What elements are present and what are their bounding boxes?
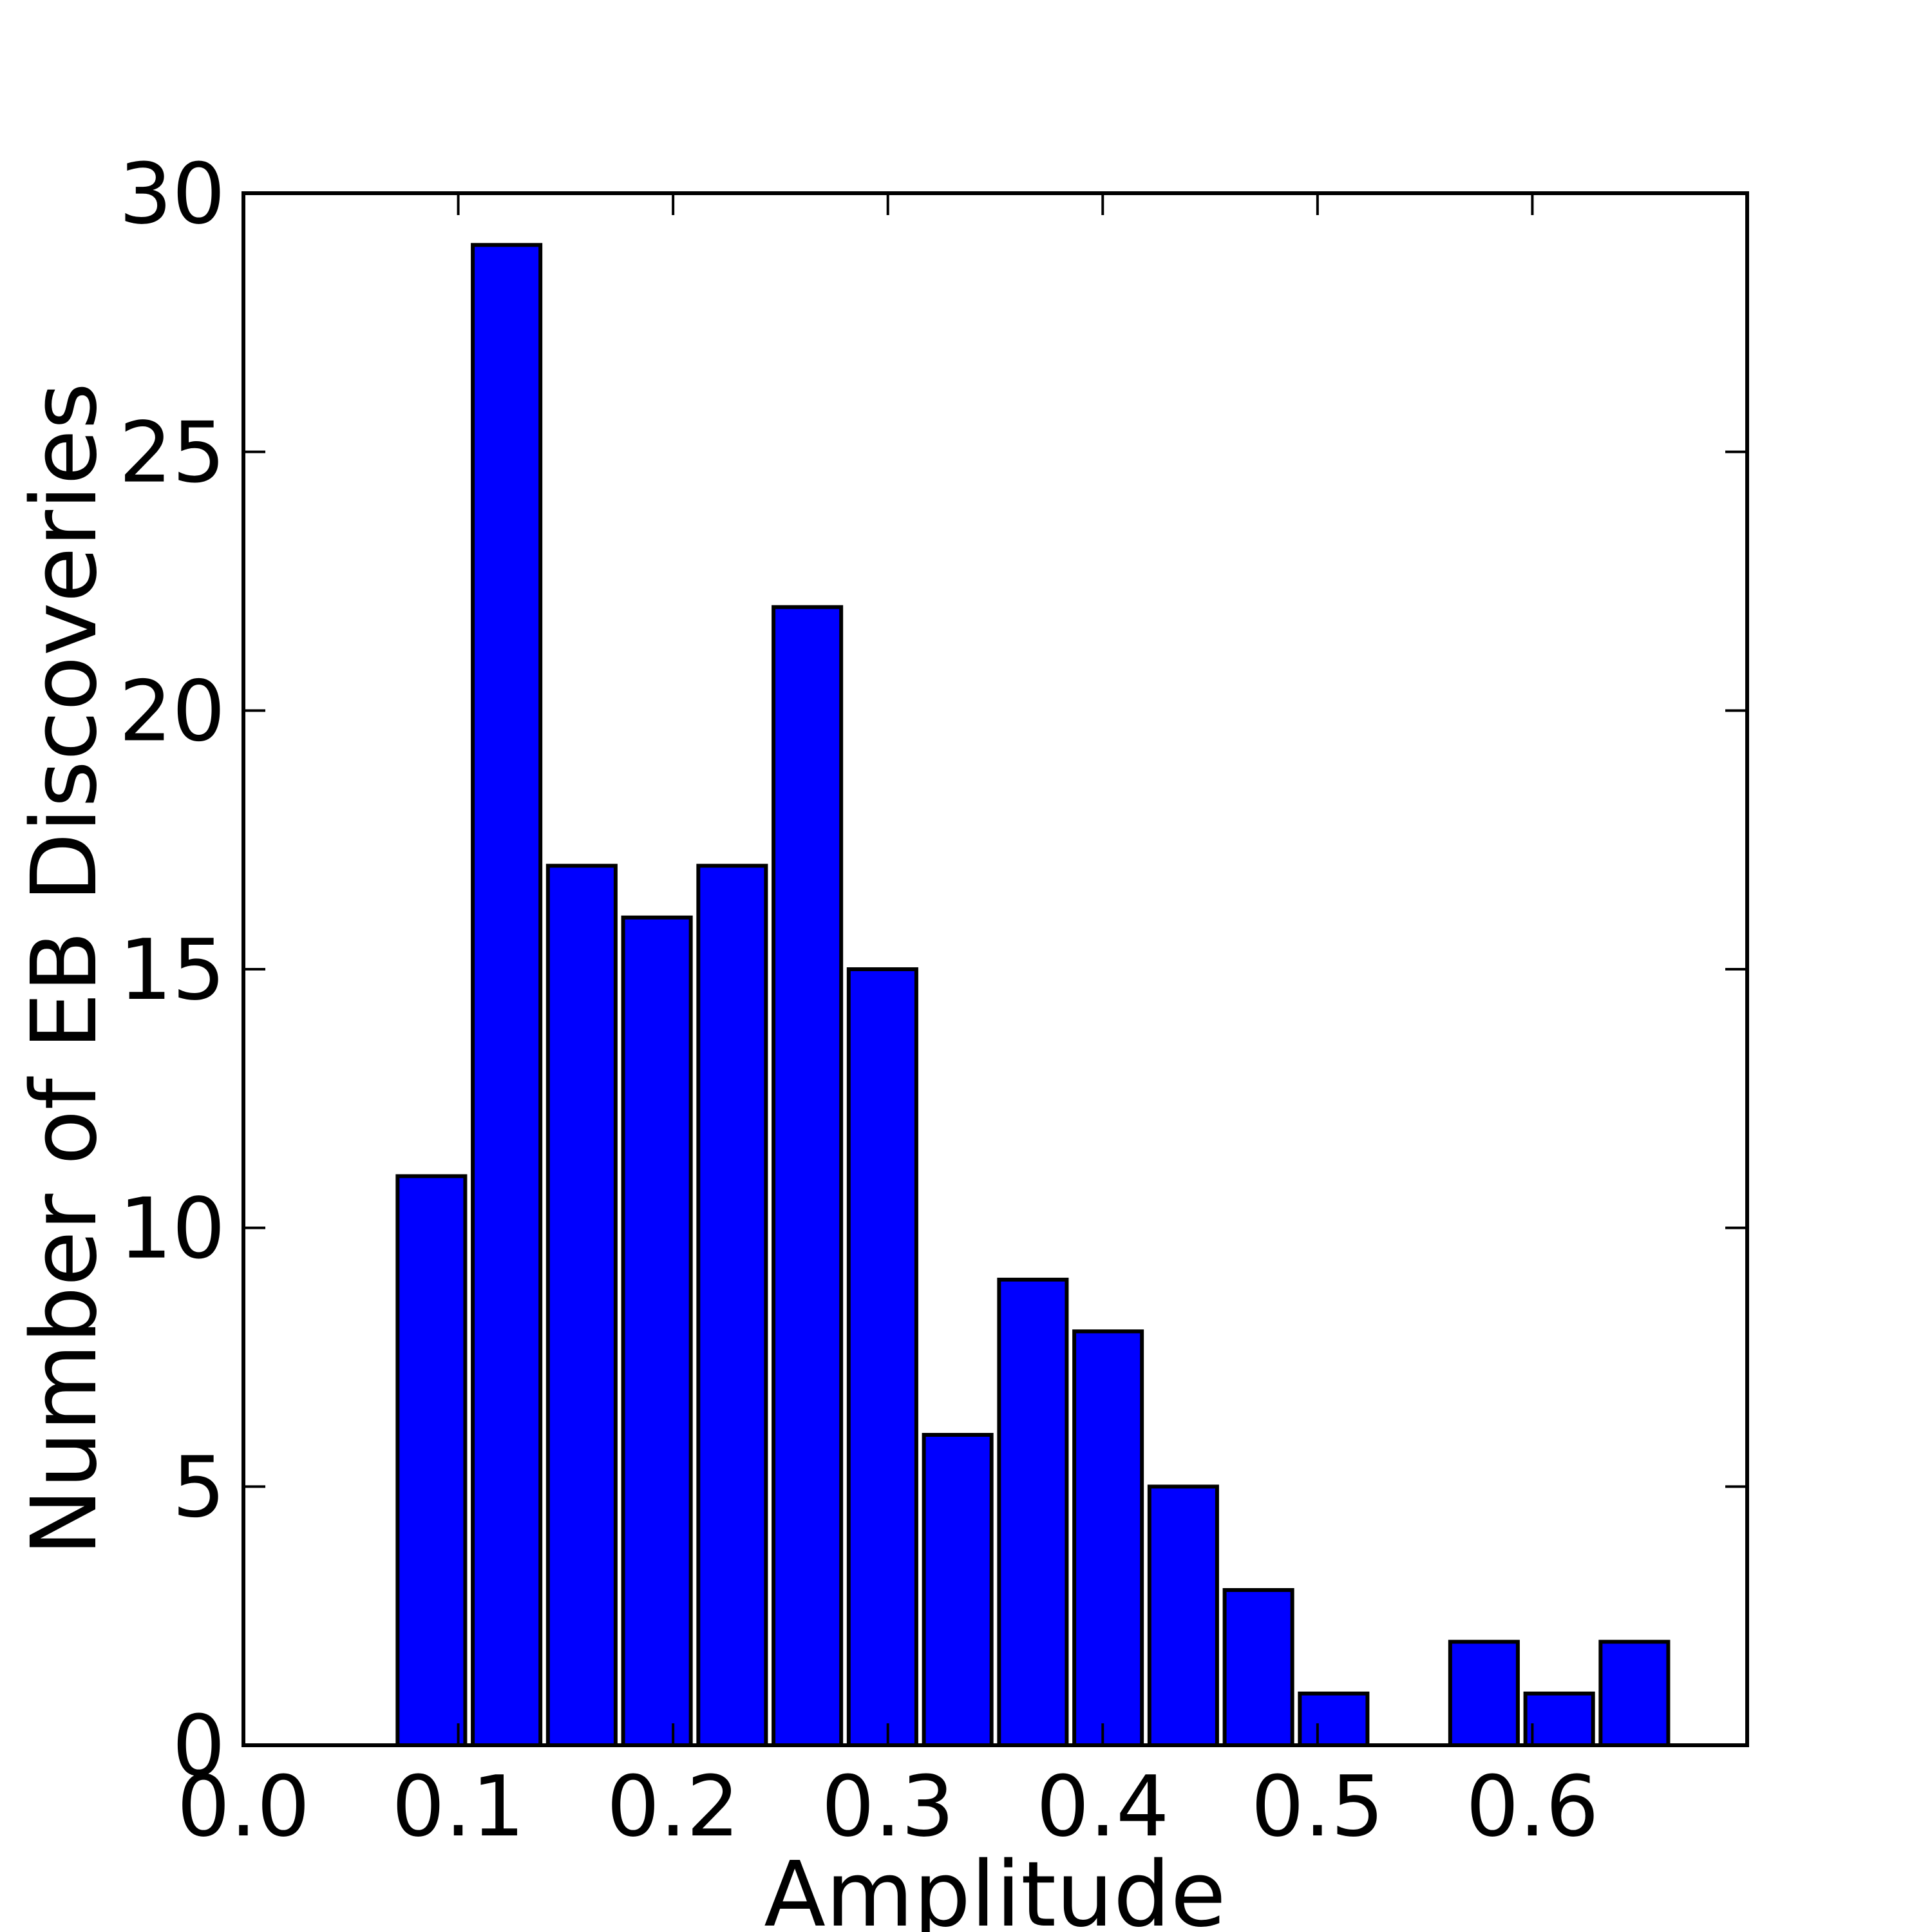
plot-frame — [242, 191, 1749, 1747]
histogram-bar — [1147, 1484, 1219, 1747]
histogram-bar — [621, 915, 693, 1747]
histogram-bar — [696, 864, 768, 1747]
x-tick-label: 0.0 — [177, 1757, 310, 1855]
x-tick-labels: 0.0 0.1 0.2 0.3 0.4 0.5 0.6 — [177, 1757, 1599, 1855]
x-tick-label: 0.4 — [1036, 1757, 1170, 1855]
histogram-bar — [1523, 1691, 1595, 1748]
histogram-bar — [1598, 1640, 1671, 1747]
x-tick-label: 0.5 — [1251, 1757, 1384, 1855]
x-tick-label: 0.1 — [392, 1757, 525, 1855]
x-tick-label: 0.2 — [607, 1757, 740, 1855]
histogram-bar — [1222, 1588, 1294, 1747]
histogram-bar — [471, 243, 543, 1748]
histogram-bar — [1448, 1640, 1520, 1747]
y-axis-label: Number of EB Discoveries — [12, 383, 117, 1556]
y-tick-label: 30 — [119, 145, 225, 243]
y-tick-labels: 0 5 10 15 20 25 30 — [119, 145, 225, 1795]
histogram-bar — [772, 605, 844, 1748]
histogram-bar — [395, 1174, 468, 1748]
histogram-bar — [846, 967, 918, 1747]
y-tick-label: 25 — [119, 404, 225, 502]
histogram-bar — [997, 1278, 1069, 1747]
histogram-bar — [1298, 1691, 1370, 1748]
y-tick-label: 10 — [119, 1180, 225, 1278]
histogram-bar — [1072, 1329, 1144, 1747]
histogram-bar — [922, 1433, 994, 1747]
ticks-group — [242, 192, 1747, 1747]
x-tick-label: 0.3 — [821, 1757, 954, 1855]
y-tick-label: 20 — [119, 662, 225, 760]
x-axis-label: Amplitude — [764, 1842, 1226, 1932]
x-tick-label: 0.6 — [1466, 1757, 1599, 1855]
y-tick-label: 15 — [119, 921, 225, 1019]
bars-group — [395, 243, 1671, 1748]
histogram-bar — [545, 864, 618, 1747]
y-tick-label: 5 — [172, 1438, 225, 1536]
y-tick-label: 0 — [172, 1697, 225, 1795]
